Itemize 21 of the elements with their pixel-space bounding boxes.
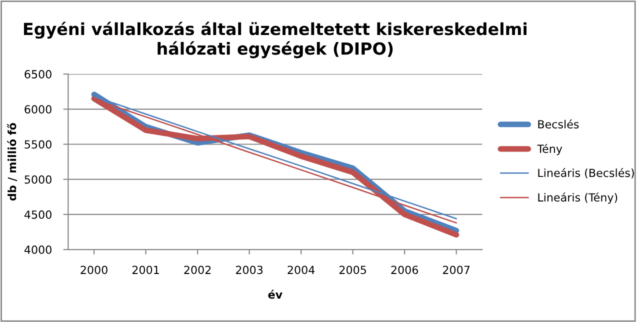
x-tick-label: 2005 [339,266,366,274]
legend-label: Becslés [538,119,579,128]
chart-title: Egyéni vállalkozás által üzemeltetett kiskereskedelmi hálózati egységek (DIPO) [24,22,526,58]
legend-label: Lineáris (Tény) [538,192,618,204]
y-tick-label: 6000 [24,105,52,114]
legend-label: Lineáris (Becslés) [538,168,634,178]
x-tick-label: 2004 [288,266,315,274]
x-tick-label: 2006 [391,266,418,274]
x-tick-label: 2002 [184,266,211,274]
x-tick-label: 2003 [236,266,263,274]
x-tick-label: 2000 [80,266,108,274]
x-tick-label: 2001 [132,266,159,274]
x-tick-label: 2007 [443,266,470,274]
y-tick-label: 5500 [24,140,52,149]
x-axis-title: év [268,290,282,299]
y-tick-label: 5000 [24,175,52,184]
y-tick-label: 4500 [24,210,52,219]
y-axis-title: db / millió fő [7,123,18,201]
y-tick-label: 4000 [24,246,52,254]
y-tick-label: 6500 [24,70,52,78]
legend-label: Tény [537,144,562,156]
